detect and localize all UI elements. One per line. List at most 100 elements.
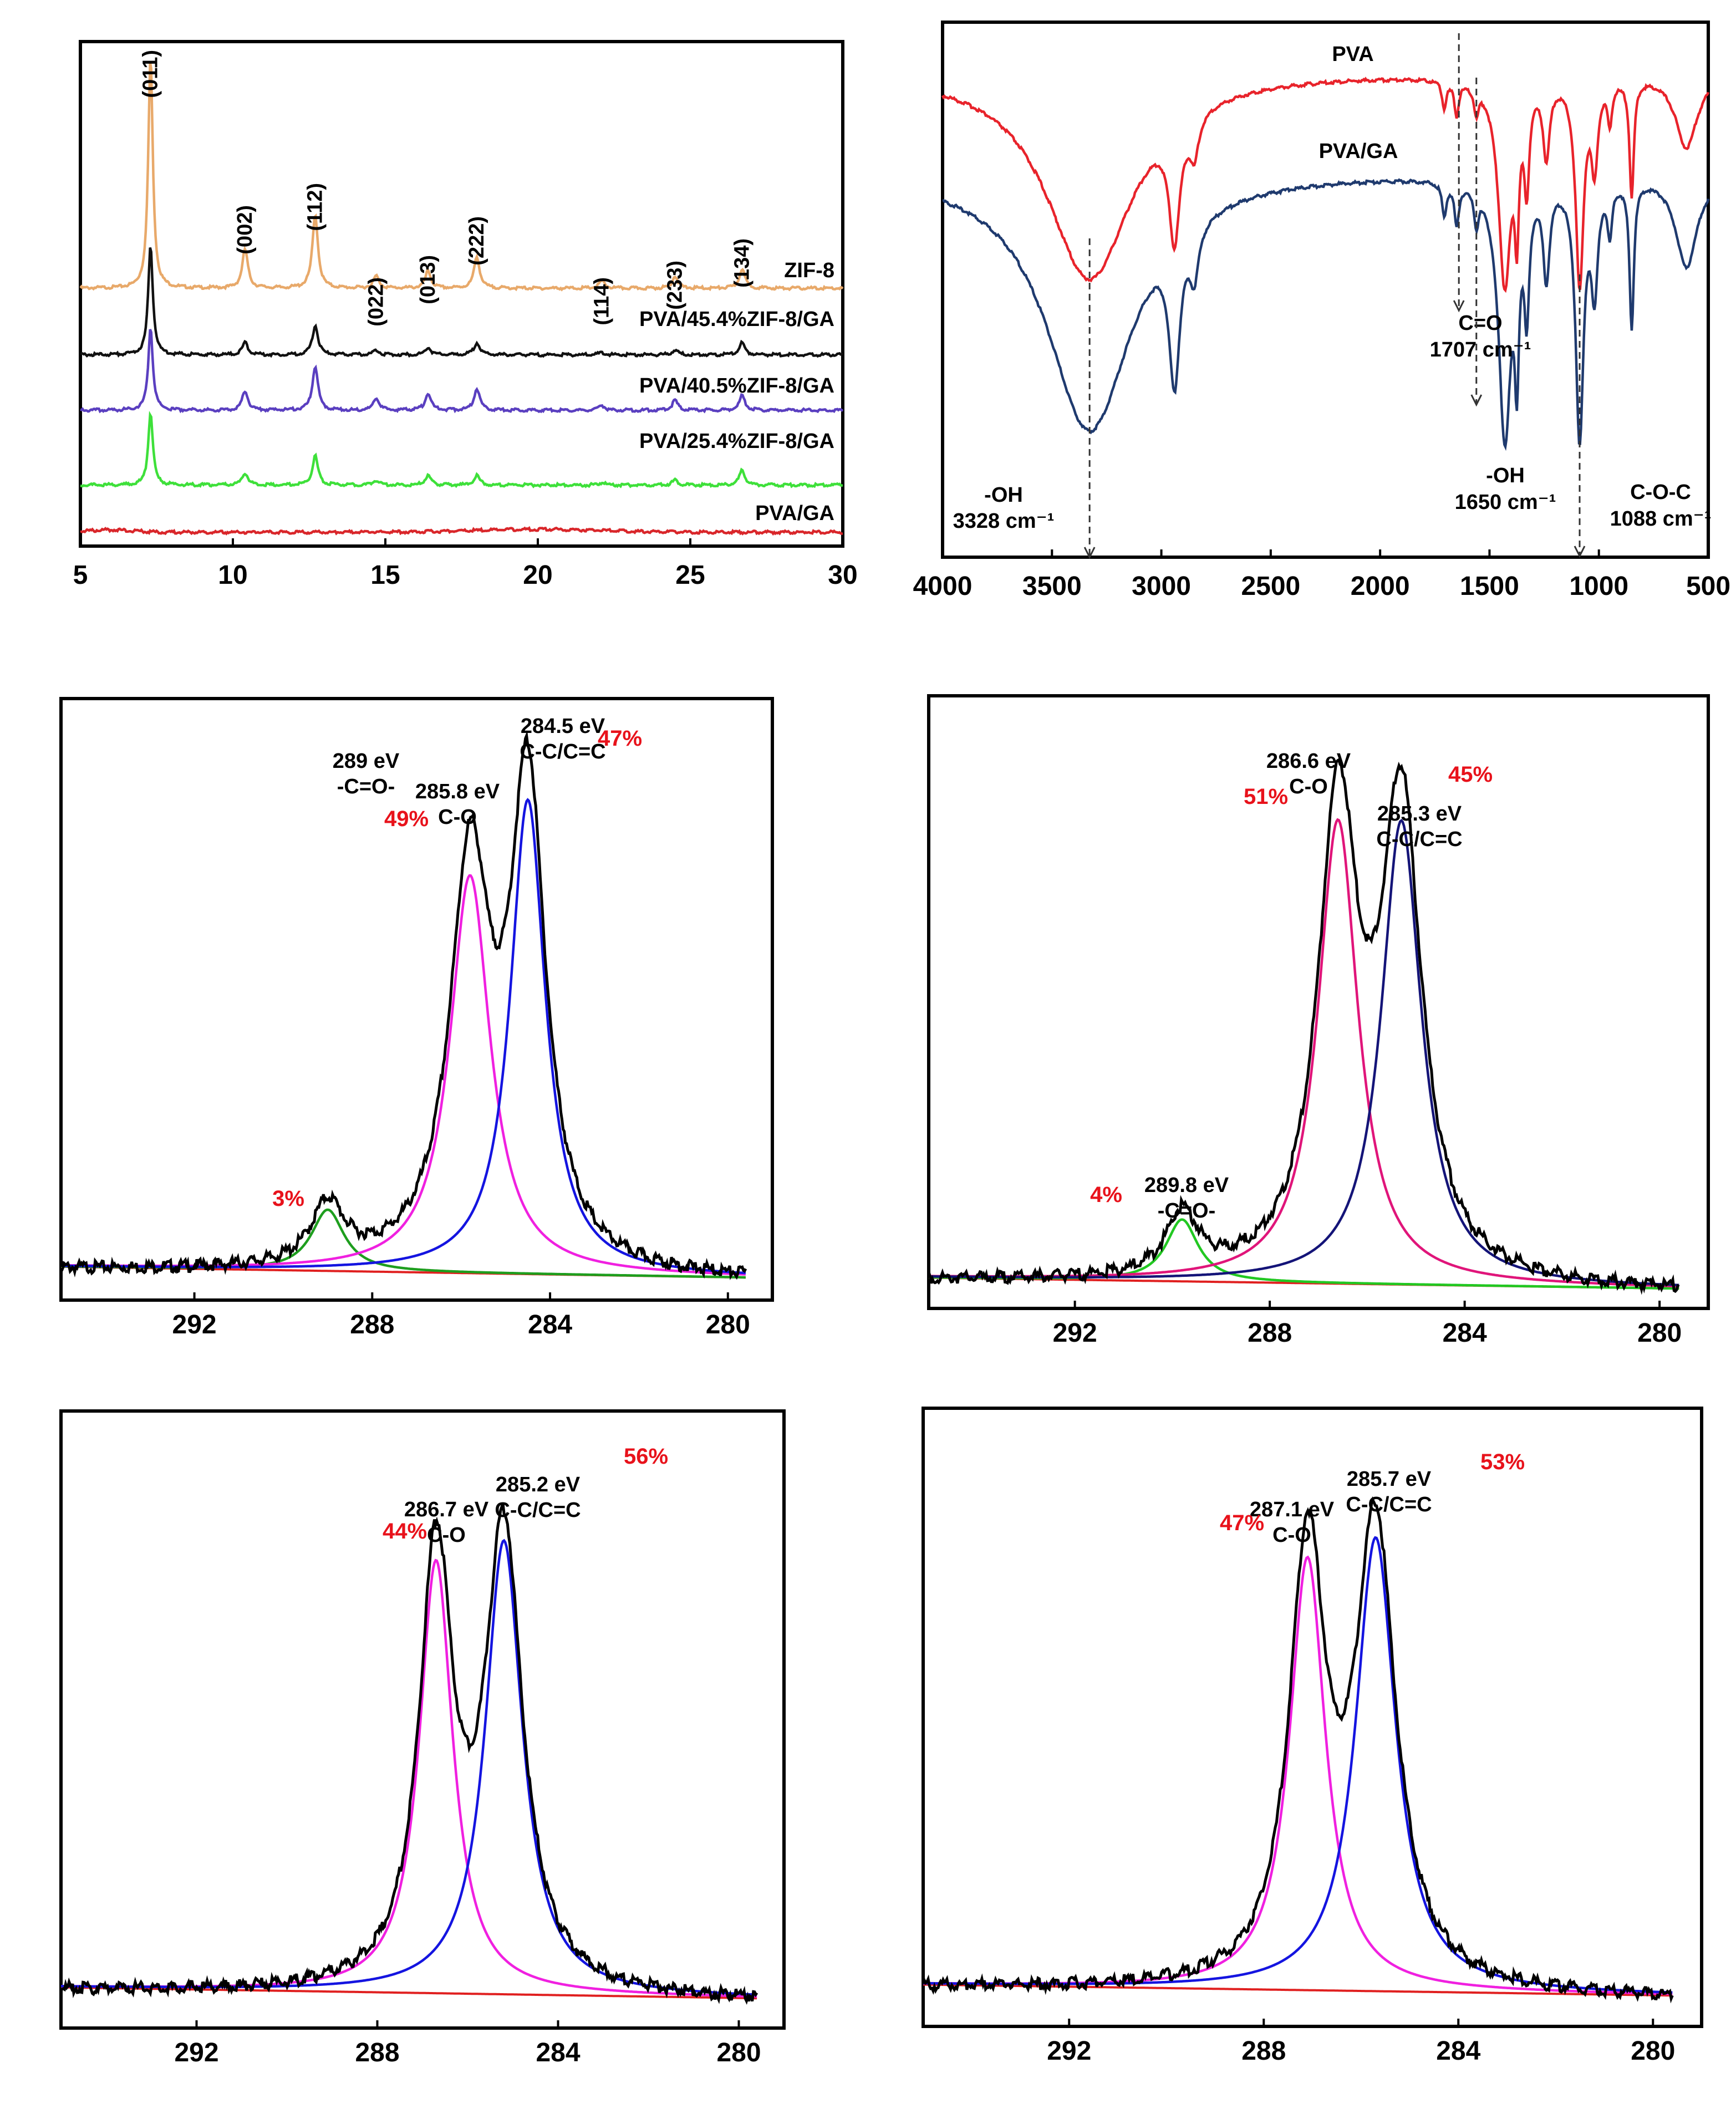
plot-frame-d bbox=[927, 694, 1710, 1310]
xrd-line-1 bbox=[79, 62, 844, 292]
x-tick-label: 280 bbox=[716, 2038, 761, 2067]
x-tick-label-b: 2000 bbox=[1351, 572, 1410, 601]
xrd-line-5 bbox=[80, 526, 843, 536]
x-tick-label: 292 bbox=[1053, 1318, 1097, 1348]
peak-label: (114) bbox=[590, 277, 614, 325]
peak-assignment-label: C-C/C=C bbox=[1346, 1493, 1432, 1516]
envelope-line bbox=[927, 757, 1680, 1295]
peak-percent-label: 53% bbox=[1480, 1450, 1525, 1474]
peak-energy-label: 286.6 eV bbox=[1266, 750, 1351, 773]
panel-b: 4000 3500 3000 2500 2000 1500 1000 500 PVA PVA/G… bbox=[913, 21, 1730, 601]
plot-frame-b bbox=[941, 21, 1710, 559]
x-tick-label: 284 bbox=[1443, 1318, 1487, 1348]
x-tick-label-b: 1500 bbox=[1460, 572, 1519, 601]
x-tick-label: 288 bbox=[1248, 1318, 1292, 1348]
annotation-label: C=O bbox=[1458, 312, 1502, 335]
peak-assignment-label: C-O bbox=[427, 1524, 466, 1547]
envelope-line bbox=[922, 1496, 1674, 2004]
x-tick-label: 280 bbox=[706, 1310, 750, 1339]
envelope-line bbox=[59, 730, 747, 1281]
plot-frame-f bbox=[922, 1407, 1703, 2028]
x-tick-label: 288 bbox=[1241, 2036, 1286, 2066]
plot-frame-c bbox=[59, 697, 774, 1302]
peak-energy-label: 285.2 eV bbox=[496, 1473, 581, 1496]
annotation-label: -OH bbox=[1486, 464, 1525, 487]
peak-energy-label: 287.1 eV bbox=[1250, 1498, 1335, 1521]
series-label: ZIF-8 bbox=[784, 259, 834, 282]
peak-label: (011) bbox=[139, 50, 162, 98]
x-tick-label: 284 bbox=[536, 2038, 580, 2067]
annotation-label: 1707 cm⁻¹ bbox=[1430, 338, 1531, 361]
peak-energy-label: 285.3 eV bbox=[1377, 802, 1462, 826]
x-tick-label: 284 bbox=[1436, 2036, 1480, 2066]
panel-e: 292 288 284 280 286.7 eV C-O44% 285.2 eV C-C/C=… bbox=[59, 1409, 786, 2067]
xrd-line-2 bbox=[80, 247, 843, 358]
x-tick-label: 284 bbox=[528, 1310, 572, 1339]
peak-energy-label: 286.7 eV bbox=[404, 1498, 489, 1521]
component-peak bbox=[929, 818, 1679, 1287]
peak-label: (112) bbox=[304, 183, 327, 231]
x-tick-label: 288 bbox=[355, 2038, 399, 2067]
x-tick-label: 292 bbox=[172, 1310, 217, 1339]
peak-percent-label: 49% bbox=[384, 807, 429, 831]
peak-percent-label: 51% bbox=[1244, 785, 1288, 809]
panel-a: 5 10 15 20 25 30 (011) (002) (112) (022) (013) (22… bbox=[73, 40, 858, 590]
x-tick-label-a: 10 bbox=[218, 561, 247, 590]
panel-c: 292 288 284 280 289 eV-C=O- 3% 285.8 eV C-O 49% 2… bbox=[59, 697, 774, 1339]
peak-label: (222) bbox=[465, 216, 488, 266]
plot-frame-a bbox=[79, 40, 844, 548]
ftir-line-2 bbox=[942, 178, 1710, 451]
annotation-arrowhead bbox=[1083, 547, 1096, 559]
x-tick-label-b: 3000 bbox=[1132, 572, 1191, 601]
annotation-label: 1088 cm⁻¹ bbox=[1610, 507, 1712, 531]
peak-label: (134) bbox=[731, 238, 754, 288]
series-label: PVA/GA bbox=[755, 502, 834, 525]
x-tick-label: 292 bbox=[174, 2038, 218, 2067]
annotation-label: 1650 cm⁻¹ bbox=[1455, 491, 1556, 514]
peak-percent-label: 47% bbox=[598, 726, 642, 751]
peak-assignment-label: C-C/C=C bbox=[520, 740, 605, 763]
component-peak bbox=[61, 874, 746, 1276]
x-tick-label-b: 2500 bbox=[1241, 572, 1300, 601]
peak-percent-label: 45% bbox=[1448, 762, 1493, 787]
x-tick-label-b: 500 bbox=[1686, 572, 1730, 601]
annotation-arrowhead bbox=[1470, 394, 1483, 407]
series-label: PVA/25.4%ZIF-8/GA bbox=[639, 430, 834, 453]
annotation-arrowhead bbox=[1453, 300, 1465, 313]
plot-frame-e bbox=[59, 1409, 786, 2030]
annotation-label: C-O-C bbox=[1630, 481, 1691, 504]
x-tick-label-b: 4000 bbox=[913, 572, 973, 601]
x-tick-label: 288 bbox=[350, 1310, 394, 1339]
x-tick-label: 280 bbox=[1631, 2036, 1675, 2066]
series-label: PVA/45.4%ZIF-8/GA bbox=[639, 308, 834, 331]
peak-percent-label: 44% bbox=[383, 1519, 427, 1544]
component-peak bbox=[929, 818, 1679, 1288]
peak-assignment-label: C-O bbox=[1289, 775, 1328, 798]
series-label: PVA/40.5%ZIF-8/GA bbox=[639, 374, 834, 398]
x-tick-label: 292 bbox=[1047, 2036, 1091, 2066]
peak-assignment-label: C-O bbox=[1272, 1524, 1311, 1547]
x-tick-label-a: 25 bbox=[675, 561, 705, 590]
peak-assignment-label: C-C/C=C bbox=[1376, 828, 1462, 851]
panel-d: 292 288 284 280 289.8 eV-C=O- 4% 286.6 eVC-O51… bbox=[927, 694, 1710, 1348]
x-tick-label-a: 30 bbox=[828, 561, 857, 590]
xrd-line-3 bbox=[80, 329, 844, 414]
ftir-line-1 bbox=[941, 77, 1710, 293]
x-tick-label: 280 bbox=[1637, 1318, 1682, 1348]
peak-label: (002) bbox=[233, 205, 257, 254]
peak-energy-label: 285.7 eV bbox=[1347, 1468, 1432, 1491]
peak-percent-label: 4% bbox=[1090, 1183, 1122, 1207]
annotation-label: 3328 cm⁻¹ bbox=[953, 510, 1055, 533]
peak-percent-label: 56% bbox=[624, 1444, 668, 1469]
panel-f: 292 288 284 280 287.1 eV C-O 47% 285.7 eVC-C/C=… bbox=[922, 1407, 1703, 2066]
xrd-line-4 bbox=[80, 410, 843, 488]
annotation-label: -OH bbox=[984, 483, 1023, 507]
peak-label: (022) bbox=[365, 277, 388, 327]
peak-label: (233) bbox=[664, 261, 687, 310]
peak-percent-label: 47% bbox=[1220, 1511, 1264, 1535]
component-peak bbox=[923, 1555, 1673, 1995]
x-tick-label-a: 15 bbox=[370, 561, 400, 590]
peak-assignment-label: C-C/C=C bbox=[495, 1499, 581, 1522]
peak-label: (013) bbox=[416, 255, 440, 304]
